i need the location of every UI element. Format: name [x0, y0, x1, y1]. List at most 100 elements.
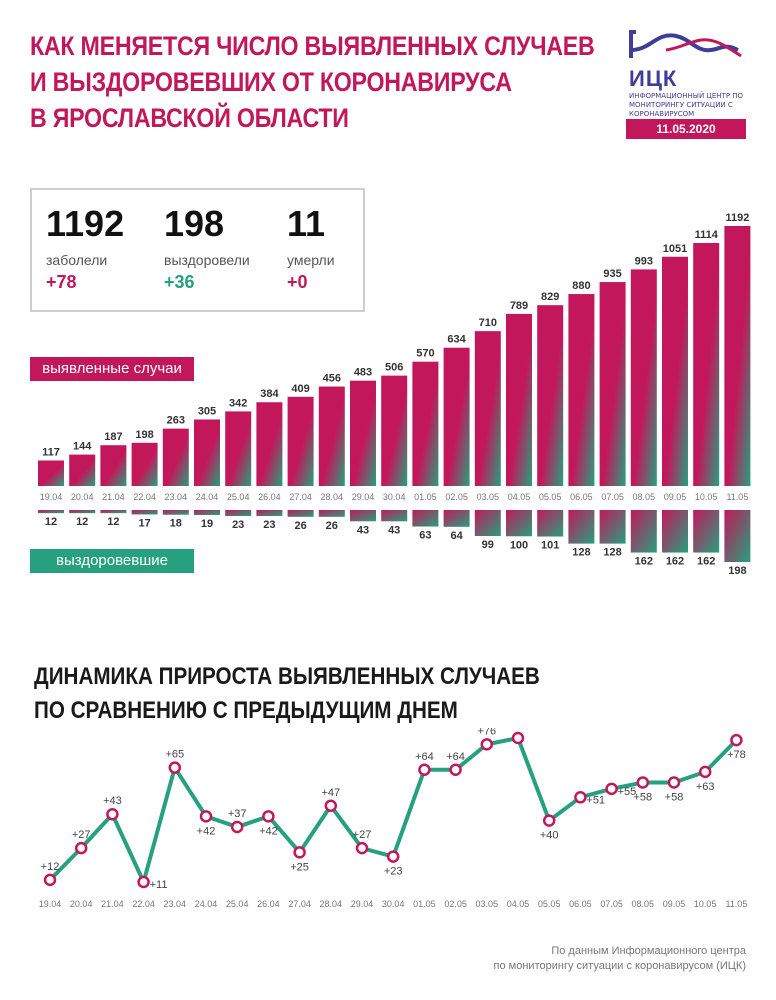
recovered-value-label: 162: [635, 556, 653, 568]
recovered-bar: [381, 510, 408, 522]
data-point: [137, 875, 150, 889]
point-value-label: +64: [446, 751, 465, 763]
date-tick-label: 26.04: [258, 492, 281, 502]
recovered-bar: [100, 510, 127, 514]
recovered-bar: [506, 510, 532, 537]
case-value-label: 342: [229, 397, 247, 409]
date-tick-label: 11.05: [725, 899, 747, 909]
case-bar: [131, 442, 158, 486]
data-point: [43, 873, 57, 887]
recovered-value-label: 99: [482, 539, 494, 551]
date-tick-label: 21.04: [101, 899, 124, 909]
recovered-bar: [194, 510, 220, 515]
point-value-label: +43: [103, 795, 122, 807]
date-tick-label: 09.05: [664, 492, 687, 502]
point-value-label: +58: [665, 791, 684, 803]
subtitle-line: ПО СРАВНЕНИЮ С ПРЕДЫДУЩИМ ДНЕМ: [34, 697, 458, 724]
date-tick-label: 27.04: [289, 492, 312, 502]
recovered-bar: [474, 510, 501, 536]
case-bar: [256, 402, 283, 486]
recovered-value-label: 12: [76, 516, 88, 528]
recovered-value-label: 128: [572, 547, 590, 559]
date-tick-label: 03.05: [476, 899, 499, 909]
date-tick-label: 26.04: [257, 899, 280, 909]
recovered-value-label: 12: [45, 516, 57, 528]
point-value-label: +25: [290, 861, 309, 873]
logo-description: ИНФОРМАЦИОННЫЙ ЦЕНТР ПО МОНИТОРИНГУ СИТУ…: [629, 92, 744, 118]
legend-cases: выявленные случаи: [30, 357, 194, 381]
date-tick-label: 06.05: [570, 492, 593, 502]
case-value-label: 1114: [695, 229, 719, 241]
stat-label: умерли: [287, 252, 335, 268]
source-line: по мониторингу ситуации с коронавирусом …: [493, 960, 746, 972]
stat-deaths: 11 умерли +0: [287, 204, 335, 293]
recovered-bar: [662, 510, 688, 553]
point-value-label: +12: [41, 861, 60, 873]
subtitle: ДИНАМИКА ПРИРОСТА ВЫЯВЛЕННЫХ СЛУЧАЕВ ПО …: [34, 660, 540, 728]
case-value-label: 506: [385, 362, 403, 374]
recovered-bar: [225, 510, 252, 517]
date-tick-label: 02.05: [444, 899, 467, 909]
data-point: [636, 776, 650, 789]
date-tick-label: 06.05: [569, 899, 592, 909]
recovered-bar: [599, 510, 626, 544]
date-tick-label: 01.05: [413, 899, 436, 909]
recovered-value-label: 64: [450, 530, 463, 542]
data-point: [168, 761, 182, 774]
date-tick-label: 29.04: [352, 492, 375, 502]
case-bar: [506, 313, 532, 486]
data-point: [730, 733, 743, 747]
date-tick-label: 21.04: [102, 492, 125, 502]
case-value-label: 1192: [725, 212, 749, 224]
case-bar: [599, 282, 626, 486]
stat-label: заболели: [46, 252, 108, 268]
point-value-label: +76: [477, 728, 496, 737]
case-value-label: 384: [260, 388, 279, 400]
data-point: [199, 810, 213, 823]
data-point: [418, 763, 431, 777]
date-tick-label: 23.04: [165, 492, 188, 502]
data-point: [574, 791, 587, 804]
case-value-label: 198: [135, 429, 153, 441]
case-bar: [162, 428, 189, 486]
case-value-label: 483: [354, 367, 372, 379]
legend-recovered: выздоровевшие: [30, 549, 194, 573]
recovered-value-label: 23: [232, 519, 244, 531]
case-value-label: 935: [603, 268, 621, 280]
date-tick-label: 20.04: [71, 492, 94, 502]
recovered-bar: [131, 510, 158, 515]
date-tick-label: 27.04: [288, 899, 311, 909]
point-value-label: +27: [72, 829, 91, 841]
date-tick-label: 10.05: [695, 492, 718, 502]
recovered-value-label: 198: [728, 565, 746, 577]
case-value-label: 880: [572, 280, 590, 292]
case-bar: [287, 396, 314, 486]
date-tick-label: 07.05: [600, 899, 623, 909]
recovered-bar: [69, 510, 96, 514]
stat-label: выздоровели: [164, 252, 250, 268]
logo: ИЦК ИНФОРМАЦИОННЫЙ ЦЕНТР ПО МОНИТОРИНГУ …: [626, 28, 746, 118]
stat-delta: +78: [46, 272, 77, 292]
recovered-value-label: 63: [419, 530, 431, 542]
recovered-bar: [537, 510, 564, 537]
case-bar: [194, 419, 220, 486]
case-bar: [724, 226, 751, 486]
point-value-label: +27: [353, 829, 372, 841]
recovered-value-label: 162: [666, 556, 684, 568]
case-bar: [693, 243, 720, 486]
date-tick-label: 07.05: [601, 492, 624, 502]
data-point: [262, 810, 275, 823]
point-value-label: +78: [727, 749, 746, 761]
date-tick-label: 09.05: [663, 899, 686, 909]
case-bar: [225, 411, 252, 486]
date-tick-label: 23.04: [164, 899, 187, 909]
case-bar: [568, 294, 595, 486]
stat-infected: 1192 заболели +78: [46, 204, 124, 293]
recovered-value-label: 23: [263, 519, 275, 531]
point-value-label: +42: [259, 825, 278, 837]
recovered-value-label: 26: [294, 520, 306, 532]
stats-box: 1192 заболели +78 198 выздоровели +36 11…: [30, 188, 365, 312]
recovered-bar: [443, 510, 470, 527]
date-tick-label: 25.04: [226, 899, 249, 909]
point-value-label: +79: [509, 728, 528, 731]
